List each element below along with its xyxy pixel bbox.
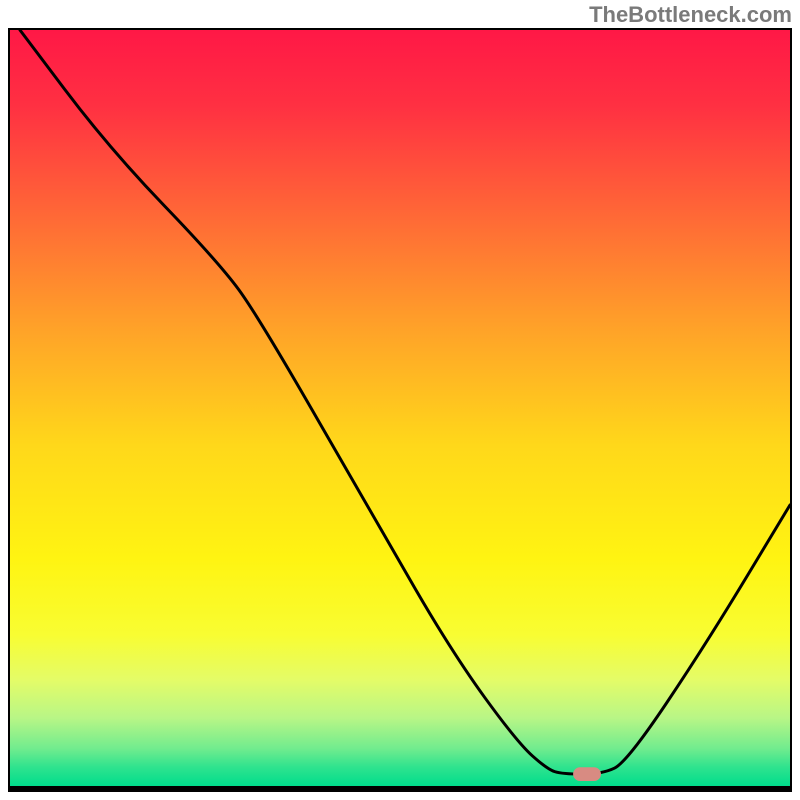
curve-path <box>20 30 790 774</box>
marker-rect <box>573 767 601 781</box>
watermark-text: TheBottleneck.com <box>589 2 792 28</box>
chart-frame <box>8 28 792 792</box>
chart-curve-layer <box>10 30 790 786</box>
